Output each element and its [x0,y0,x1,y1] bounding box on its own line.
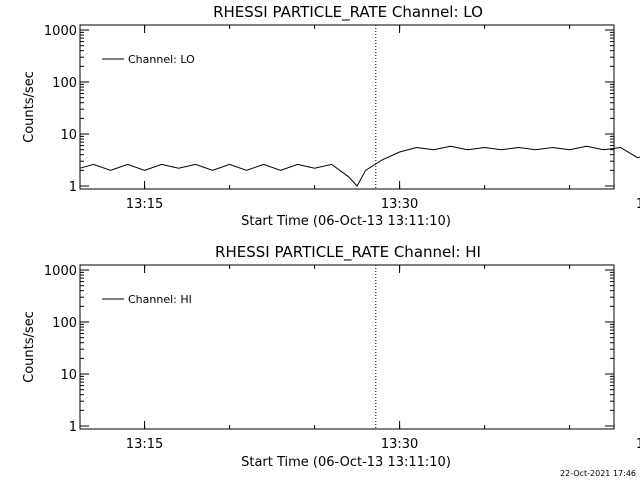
x-tick-label-2: 13:45 [636,437,640,452]
y-tick-label-3: 1000 [44,264,77,279]
footer-timestamp: 22-Oct-2021 17:46 [560,469,636,478]
x-tick-label-0: 13:15 [126,197,163,212]
panel-hi: RHESSI PARTICLE_RATE Channel: HI SFE 13:… [22,243,640,470]
x-tick-label-2: 13:45 [636,197,640,212]
x-tick-label-0: 13:15 [126,437,163,452]
panel-lo-xlabel: Start Time (06-Oct-13 13:11:10) [241,214,451,229]
y-tick-label-0: 1 [69,420,77,435]
y-tick-label-2: 100 [52,76,77,91]
y-tick-label-0: 1 [69,180,77,195]
panel-hi-title: RHESSI PARTICLE_RATE Channel: HI [215,243,481,262]
y-tick-label-1: 10 [60,128,77,143]
panel-hi-legend-label: Channel: HI [128,293,192,306]
y-tick-label-2: 100 [52,316,77,331]
panel-lo-y-ticks: 1 10 100 1000 [44,24,614,195]
panel-lo-legend-label: Channel: LO [128,53,195,66]
panel-hi-frame [79,264,615,430]
panel-hi-xlabel: Start Time (06-Oct-13 13:11:10) [241,455,451,470]
panel-lo-title: RHESSI PARTICLE_RATE Channel: LO [213,3,483,22]
panel-lo-ylabel: Counts/sec [22,71,37,143]
x-tick-label-1: 13:30 [381,197,418,212]
y-tick-label-1: 10 [60,368,77,383]
panel-lo-series-line [79,145,640,187]
y-tick-label-3: 1000 [44,24,77,39]
panel-lo-frame [79,24,615,190]
panel-lo: RHESSI PARTICLE_RATE Channel: LO SFE 13:… [22,3,640,229]
panel-hi-y-ticks: 1 10 100 1000 [44,264,614,435]
panel-hi-ylabel: Counts/sec [22,311,37,383]
panel-hi-event-markers: SFE [375,265,377,429]
panel-lo-event-markers: SFE [375,25,377,189]
x-tick-label-1: 13:30 [381,437,418,452]
